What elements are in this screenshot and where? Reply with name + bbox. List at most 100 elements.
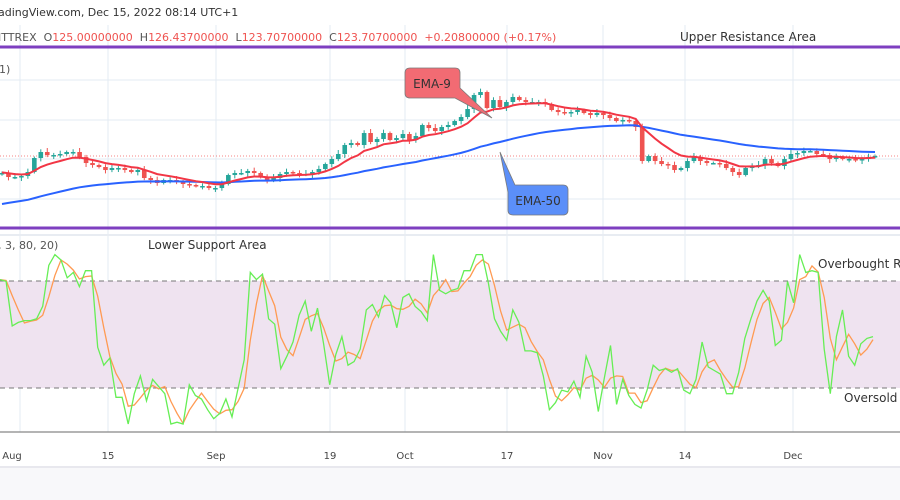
- close-value: 123.70700000: [336, 31, 418, 44]
- low-value: 123.70700000: [241, 31, 323, 44]
- candle-body: [44, 152, 50, 156]
- candle-body: [355, 143, 360, 146]
- candle-body: [717, 163, 723, 165]
- candle-body: [271, 178, 276, 181]
- ohlc-legend: ITTREX O125.00000000 H126.43700000 L123.…: [0, 31, 557, 44]
- candle-body: [394, 138, 399, 141]
- candle-body: [329, 159, 335, 165]
- stoch-k-line: [0, 253, 874, 425]
- candle-body: [290, 172, 296, 174]
- candle-body: [342, 145, 348, 155]
- candle-body: [109, 168, 115, 171]
- candle-body: [788, 154, 794, 160]
- time-axis[interactable]: Aug 15 Sep 19 Oct 17 Nov 14 Dec: [2, 451, 802, 462]
- high-value: 126.43700000: [148, 31, 229, 44]
- candle-body: [859, 159, 865, 161]
- candle-body: [426, 125, 432, 129]
- candle-body: [808, 151, 813, 153]
- candle-body: [284, 172, 289, 175]
- source-line: adingView.com, Dec 15, 2022 08:14 UTC+1: [0, 6, 239, 19]
- candle-body: [575, 110, 580, 113]
- candle-body: [387, 133, 393, 141]
- candle-body: [782, 159, 787, 167]
- candle-body: [200, 186, 205, 188]
- candle-body: [51, 155, 57, 157]
- candle-body: [310, 172, 315, 175]
- candle-body: [743, 168, 748, 176]
- ema-params: 1): [0, 63, 10, 76]
- candle-body: [129, 170, 134, 173]
- candle-body: [795, 153, 800, 155]
- overbought-label: Overbought Re: [818, 257, 900, 271]
- oversold-label: Oversold L: [844, 391, 900, 405]
- candle-body: [432, 128, 438, 132]
- x-tick-label: 14: [679, 451, 692, 462]
- candle-body: [83, 157, 89, 164]
- candle-body: [478, 92, 483, 96]
- candle-body: [711, 163, 716, 165]
- candle-body: [678, 168, 684, 171]
- footer-area: [0, 467, 900, 500]
- x-tick-label: Nov: [593, 451, 613, 462]
- upper-resistance-label: Upper Resistance Area: [680, 30, 816, 44]
- candle-body: [607, 115, 613, 119]
- ema50-label: EMA-50: [515, 194, 560, 208]
- candle-body: [122, 168, 128, 171]
- candle-body: [646, 156, 651, 162]
- candle-body: [484, 92, 490, 109]
- candle-body: [251, 171, 257, 174]
- candle-body: [762, 159, 768, 166]
- candle-body: [264, 177, 270, 181]
- candle-body: [736, 172, 742, 176]
- candle-body: [555, 110, 561, 113]
- candle-body: [348, 143, 354, 146]
- candle-body: [665, 164, 671, 166]
- candle-body: [594, 113, 600, 116]
- x-tick-label: Dec: [783, 451, 802, 462]
- symbol: ITTREX: [0, 31, 37, 44]
- candle-body: [581, 110, 587, 114]
- candle-body: [245, 171, 251, 174]
- candle-body: [833, 157, 839, 160]
- open-value: 125.00000000: [52, 31, 133, 44]
- candle-body: [504, 102, 509, 108]
- candle-body: [70, 152, 76, 154]
- candle-body: [141, 170, 147, 179]
- candle-body: [413, 136, 419, 141]
- candle-body: [685, 161, 690, 169]
- candle-body: [633, 121, 639, 128]
- candle-body: [258, 173, 263, 178]
- candle-body: [57, 154, 63, 156]
- x-tick-label: Sep: [207, 451, 226, 462]
- change-value: +0.20800000: [424, 31, 501, 44]
- candle-body: [213, 188, 218, 190]
- candle-body: [116, 168, 121, 170]
- candle-body: [497, 100, 503, 108]
- candle-body: [458, 117, 464, 122]
- candle-body: [730, 168, 736, 173]
- ema9-callout: EMA-9: [404, 67, 493, 119]
- candle-body: [445, 125, 451, 128]
- candle-body: [652, 156, 658, 162]
- candle-body: [335, 154, 341, 160]
- candle-body: [698, 157, 703, 162]
- candle-body: [568, 112, 574, 114]
- candle-body: [64, 152, 69, 155]
- candle-body: [6, 173, 11, 178]
- candle-body: [517, 97, 522, 101]
- candle-body: [193, 185, 199, 187]
- candle-body: [872, 156, 878, 158]
- candle-body: [180, 182, 186, 185]
- stoch-params: , 3, 80, 20): [0, 239, 58, 252]
- candle-body: [723, 164, 729, 169]
- candle-body: [381, 133, 386, 140]
- candle-body: [238, 173, 244, 175]
- ema9-line: [1, 102, 876, 186]
- x-tick-label: 17: [501, 451, 514, 462]
- candle-body: [814, 151, 820, 155]
- candle-body: [601, 113, 606, 116]
- ema9-label: EMA-9: [413, 77, 451, 91]
- candle-body: [297, 173, 302, 175]
- candle-body: [90, 163, 95, 166]
